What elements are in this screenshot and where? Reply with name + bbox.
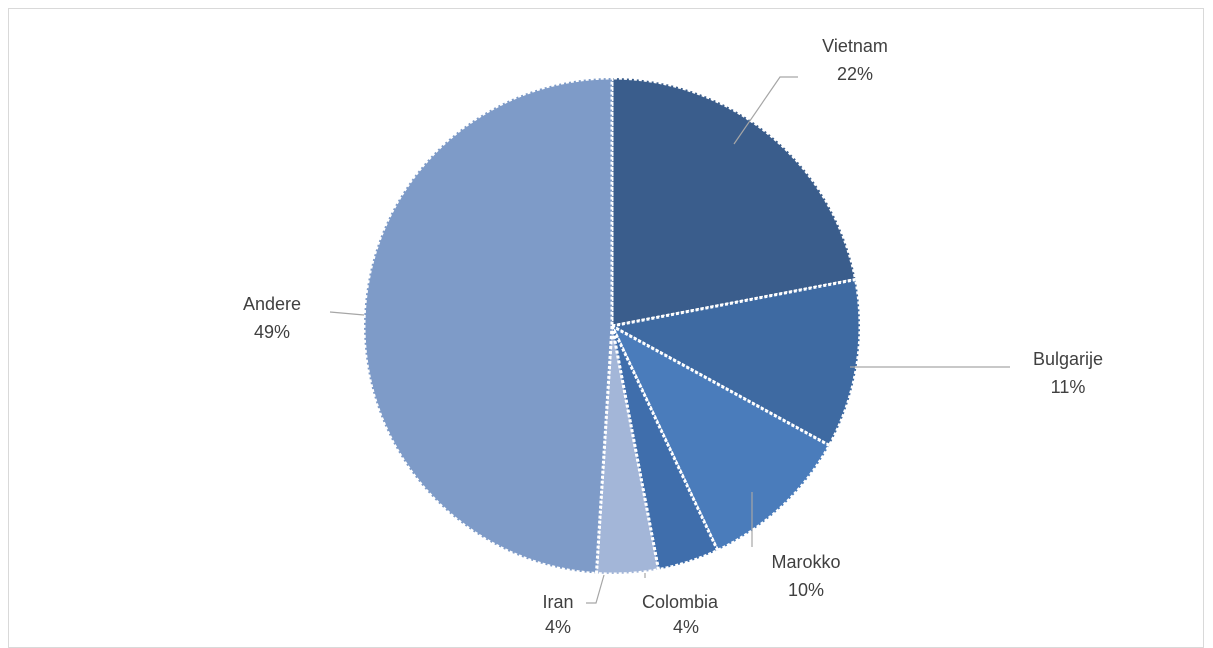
data-label-value-andere: 49% (254, 322, 290, 342)
data-label-value-bulgarije: 11% (1051, 377, 1086, 397)
data-label-value-vietnam: 22% (837, 64, 873, 84)
data-label-value-marokko: 10% (788, 580, 824, 600)
pie-slice-iran (594, 325, 661, 576)
data-label-name-iran: Iran (542, 592, 573, 612)
pie-slice-marokko (608, 322, 832, 553)
pie-slice-vietnam (610, 76, 858, 328)
data-label-name-marokko: Marokko (771, 552, 840, 572)
data-labels: Vietnam 22% Bulgarije 11% Marokko 10% Colombia… (243, 36, 1103, 637)
leader-line-vietnam (733, 76, 798, 145)
data-label-name-bulgarije: Bulgarije (1033, 349, 1103, 369)
data-label-name-vietnam: Vietnam (822, 36, 888, 56)
leader-line-andere (329, 311, 365, 316)
data-label-name-andere: Andere (243, 294, 301, 314)
data-label-value-colombia: 4% (673, 617, 699, 637)
pie-slices (362, 76, 862, 576)
pie-slice-andere (362, 76, 614, 576)
leader-lines (329, 76, 1010, 604)
pie-slice-bulgarije (607, 277, 862, 448)
leader-line-iran (586, 574, 605, 604)
data-label-name-colombia: Colombia (642, 592, 719, 612)
data-label-value-iran: 4% (545, 617, 571, 637)
